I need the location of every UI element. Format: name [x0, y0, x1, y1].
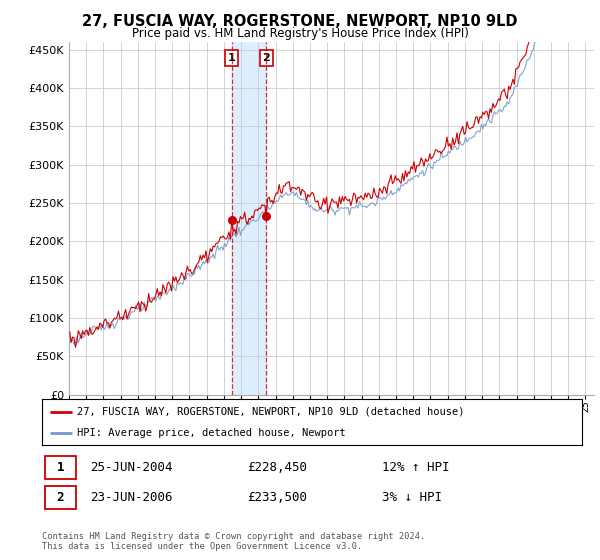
- Text: Contains HM Land Registry data © Crown copyright and database right 2024.
This d: Contains HM Land Registry data © Crown c…: [42, 532, 425, 552]
- Text: 2: 2: [56, 491, 64, 504]
- FancyBboxPatch shape: [45, 486, 76, 510]
- Text: HPI: Average price, detached house, Newport: HPI: Average price, detached house, Newp…: [77, 428, 346, 438]
- Text: £228,450: £228,450: [247, 461, 307, 474]
- Bar: [232, 42, 266, 395]
- Text: 1: 1: [228, 53, 236, 63]
- Text: £233,500: £233,500: [247, 491, 307, 504]
- Text: 2: 2: [262, 53, 270, 63]
- Text: 27, FUSCIA WAY, ROGERSTONE, NEWPORT, NP10 9LD (detached house): 27, FUSCIA WAY, ROGERSTONE, NEWPORT, NP1…: [77, 407, 464, 417]
- Text: 27, FUSCIA WAY, ROGERSTONE, NEWPORT, NP10 9LD: 27, FUSCIA WAY, ROGERSTONE, NEWPORT, NP1…: [82, 14, 518, 29]
- Text: 23-JUN-2006: 23-JUN-2006: [91, 491, 173, 504]
- FancyBboxPatch shape: [45, 456, 76, 479]
- Text: 1: 1: [56, 461, 64, 474]
- Text: Price paid vs. HM Land Registry's House Price Index (HPI): Price paid vs. HM Land Registry's House …: [131, 27, 469, 40]
- Text: 12% ↑ HPI: 12% ↑ HPI: [382, 461, 450, 474]
- Text: 3% ↓ HPI: 3% ↓ HPI: [382, 491, 442, 504]
- Text: 25-JUN-2004: 25-JUN-2004: [91, 461, 173, 474]
